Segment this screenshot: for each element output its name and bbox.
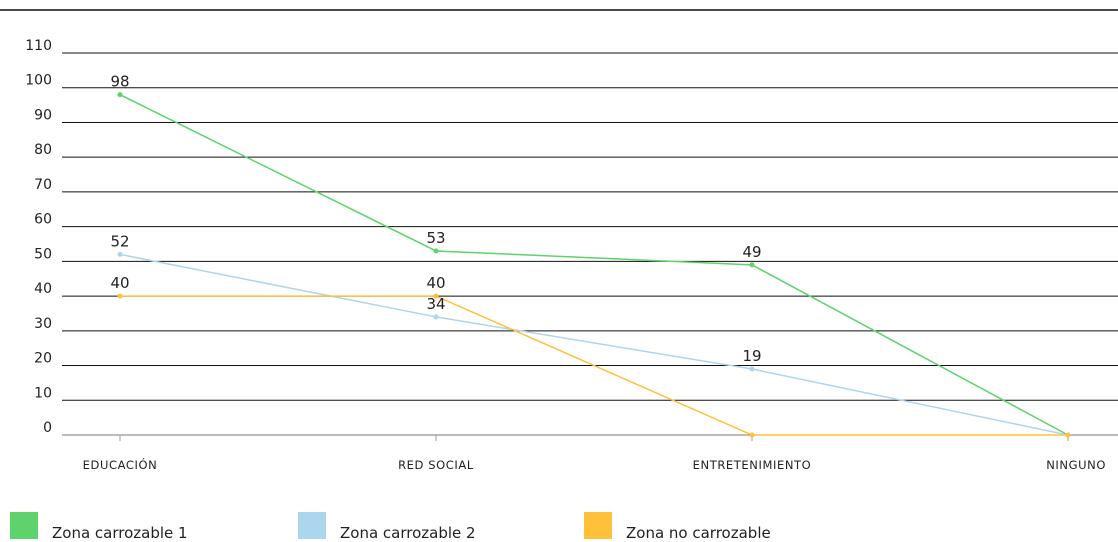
data-point — [1065, 432, 1071, 438]
line-chart: 0 10 20 30 40 50 60 70 80 90 100 110 EDUCACIÓN RED S… — [0, 9, 1118, 472]
series-line — [120, 295, 1068, 436]
y-axis-ticks: 0 10 20 30 40 50 60 70 80 90 100 110 — [25, 38, 52, 436]
legend-swatch — [10, 512, 38, 539]
data-point — [749, 432, 755, 438]
series-line — [119, 94, 1069, 436]
y-tick-label: 80 — [34, 142, 52, 158]
data-point — [117, 92, 123, 98]
x-axis-ticks: EDUCACIÓN RED SOCIAL ENTRETENIMIENTO NINGUN… — [83, 435, 1106, 472]
legend-swatch — [584, 512, 612, 539]
y-tick-label: 30 — [34, 316, 52, 332]
y-tick-label: 0 — [43, 420, 52, 436]
data-point — [117, 251, 123, 257]
x-tick-label: EDUCACIÓN — [83, 457, 158, 472]
x-tick-label: ENTRETENIMIENTO — [693, 458, 812, 472]
x-tick-label: RED SOCIAL — [398, 458, 474, 472]
legend-label: Zona carrozable 2 — [340, 524, 476, 542]
series-lines — [117, 92, 1071, 438]
data-label: 19 — [742, 347, 761, 365]
data-label: 40 — [426, 274, 445, 292]
data-point — [433, 314, 439, 320]
data-label: 52 — [110, 232, 129, 250]
data-labels: 98 53 49 52 34 19 40 40 — [110, 73, 761, 365]
legend-label: Zona no carrozable — [626, 524, 771, 542]
data-label: 34 — [426, 295, 445, 313]
y-tick-label: 90 — [34, 107, 52, 123]
y-tick-label: 40 — [34, 281, 52, 297]
legend: Zona carrozable 1 Zona carrozable 2 Zona… — [10, 512, 1110, 542]
data-label: 53 — [426, 229, 445, 247]
y-tick-label: 10 — [34, 385, 52, 401]
y-tick-label: 60 — [34, 212, 52, 228]
y-tick-label: 70 — [34, 177, 52, 193]
data-point — [749, 366, 755, 372]
y-tick-label: 20 — [34, 351, 52, 367]
legend-swatch — [298, 512, 326, 539]
y-tick-label: 110 — [25, 38, 52, 54]
y-tick-label: 100 — [25, 73, 52, 89]
legend-label: Zona carrozable 1 — [52, 524, 188, 542]
y-tick-label: 50 — [34, 246, 52, 262]
data-label: 49 — [742, 243, 761, 261]
data-label: 40 — [110, 274, 129, 292]
x-tick-label: NINGUNO — [1046, 458, 1106, 472]
data-point — [433, 248, 439, 254]
data-point — [433, 293, 439, 299]
data-point — [749, 262, 755, 268]
series-line — [119, 253, 1069, 436]
data-label: 98 — [110, 73, 129, 91]
data-point — [117, 293, 123, 299]
